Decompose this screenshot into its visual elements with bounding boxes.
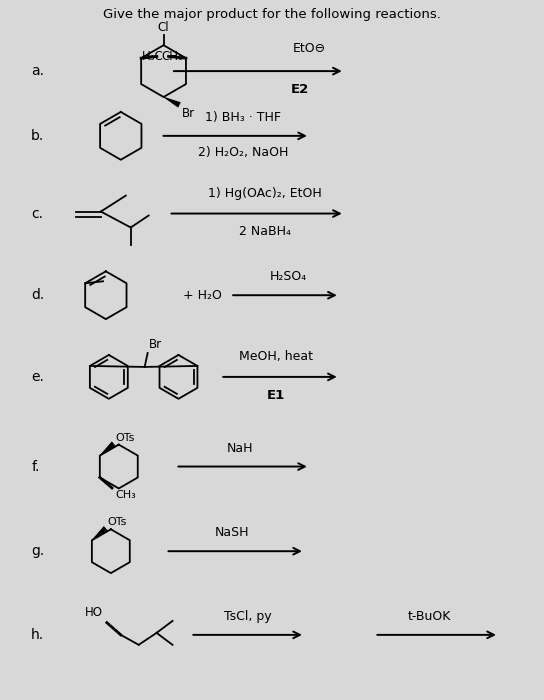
Text: CH₃: CH₃	[116, 491, 137, 500]
Text: g.: g.	[31, 544, 45, 558]
Text: + H₂O: + H₂O	[183, 288, 222, 302]
Text: E2: E2	[290, 83, 309, 96]
Text: MeOH, heat: MeOH, heat	[239, 350, 313, 363]
Text: Cl: Cl	[158, 21, 169, 34]
Text: NaH: NaH	[227, 442, 254, 454]
Text: OTs: OTs	[116, 433, 135, 442]
Text: TsCl, py: TsCl, py	[224, 610, 272, 623]
Text: a.: a.	[31, 64, 44, 78]
Text: e.: e.	[31, 370, 44, 384]
Text: f.: f.	[31, 459, 40, 473]
Text: 2 NaBH₄: 2 NaBH₄	[239, 225, 291, 239]
Text: NaSH: NaSH	[215, 526, 250, 539]
Text: Give the major product for the following reactions.: Give the major product for the following…	[103, 8, 441, 22]
Text: CH₃: CH₃	[161, 50, 183, 63]
Text: t-BuOK: t-BuOK	[407, 610, 451, 623]
Polygon shape	[163, 97, 181, 108]
Text: H₂SO₄: H₂SO₄	[269, 270, 306, 284]
Text: EtO⊖: EtO⊖	[293, 42, 326, 55]
Text: Br: Br	[149, 338, 162, 351]
Text: d.: d.	[31, 288, 45, 302]
Text: b.: b.	[31, 129, 45, 143]
Text: HO: HO	[85, 606, 103, 619]
Text: 1) BH₃ · THF: 1) BH₃ · THF	[205, 111, 281, 124]
Text: OTs: OTs	[108, 517, 127, 527]
Text: H₃C: H₃C	[143, 50, 164, 63]
Polygon shape	[92, 526, 108, 540]
Text: E1: E1	[267, 389, 285, 402]
Text: h.: h.	[31, 628, 45, 642]
Text: c.: c.	[31, 206, 43, 220]
Text: 1) Hg(OAc)₂, EtOH: 1) Hg(OAc)₂, EtOH	[208, 187, 322, 199]
Polygon shape	[100, 442, 116, 456]
Text: 2) H₂O₂, NaOH: 2) H₂O₂, NaOH	[198, 146, 288, 159]
Text: Br: Br	[182, 107, 195, 120]
